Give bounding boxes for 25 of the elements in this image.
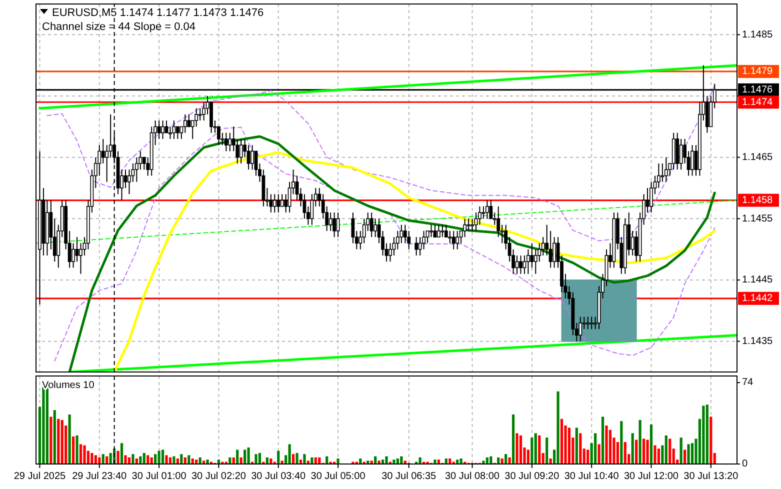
x-tick-label: 30 Jul 13:20 xyxy=(684,471,739,482)
ref-line-label: 1.1474 xyxy=(742,96,774,108)
x-tick-label: 30 Jul 09:20 xyxy=(504,471,560,482)
x-tick-label: 30 Jul 06:35 xyxy=(382,471,437,482)
y-tick-label: 1.1465 xyxy=(742,152,774,163)
x-tick-label: 30 Jul 01:00 xyxy=(132,471,187,482)
ref-line-label: 1.1442 xyxy=(742,293,774,304)
y-tick-label: 1.1445 xyxy=(742,274,774,286)
ref-line-label: 1.1479 xyxy=(742,66,774,78)
x-tick-label: 29 Jul 2025 xyxy=(14,471,66,482)
x-tick-label: 30 Jul 08:00 xyxy=(445,471,500,482)
y-tick-label: 1.1455 xyxy=(742,213,774,224)
x-tick-label: 30 Jul 03:40 xyxy=(251,471,306,482)
y-tick-label: 0 xyxy=(742,458,748,470)
x-tick-label: 30 Jul 05:00 xyxy=(310,471,366,482)
x-tick-label: 30 Jul 10:40 xyxy=(564,471,620,482)
ref-line-label: 1.1458 xyxy=(742,194,774,206)
y-tick-label: 74 xyxy=(742,377,754,388)
ref-line-label: 1.1476 xyxy=(742,84,774,96)
x-tick-label: 30 Jul 12:00 xyxy=(624,471,679,482)
x-tick-label: 29 Jul 23:40 xyxy=(72,471,128,482)
x-tick-label: 30 Jul 02:20 xyxy=(191,471,246,482)
y-tick-label: 1.1485 xyxy=(742,29,774,40)
y-tick-label: 1.1435 xyxy=(742,336,774,347)
chart-title: EURUSD,M5 1.1474 1.1477 1.1473 1.1476 xyxy=(52,7,264,19)
